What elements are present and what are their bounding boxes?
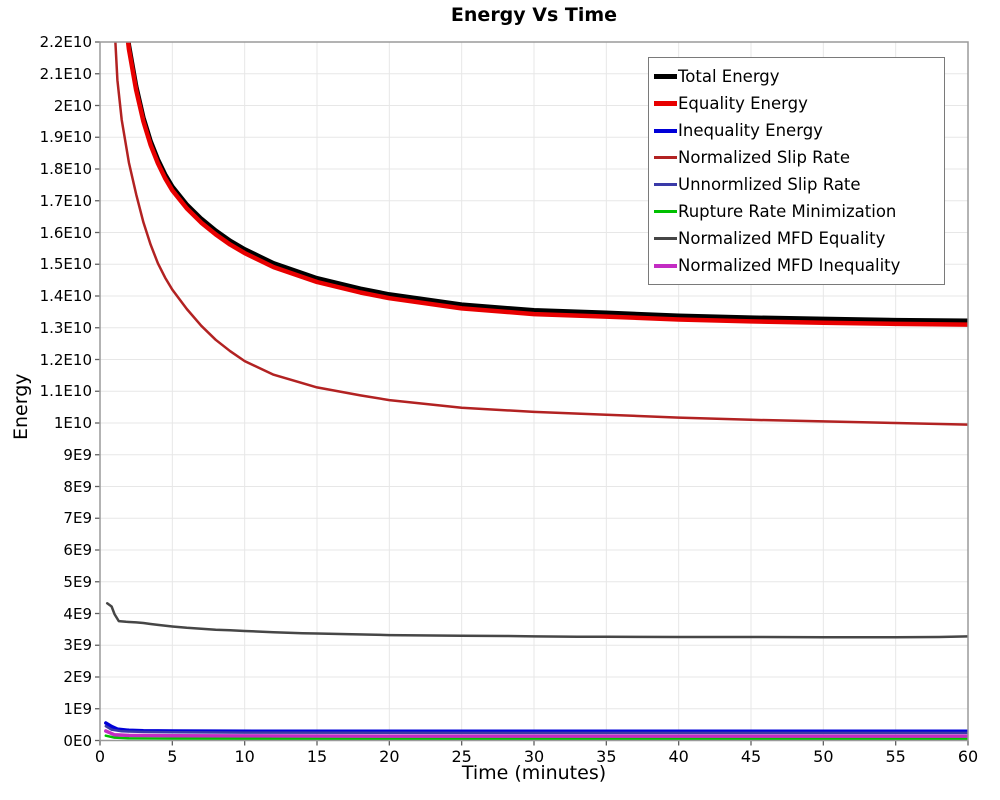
series-lines [104,42,968,741]
x-tick-label: 25 [451,747,472,766]
y-tick-label: 0E0 [63,731,92,750]
y-tick-label: 1.3E10 [39,318,92,337]
legend-label: Normalized Slip Rate [678,148,851,167]
x-tick-label: 0 [94,747,106,766]
legend-label: Rupture Rate Minimization [678,202,897,221]
series-line [104,734,968,741]
y-tick-label: 2.2E10 [39,33,92,51]
y-tick-label: 6E9 [63,541,92,559]
y-tick-label: 1.7E10 [39,191,92,210]
legend-item: Normalized MFD Inequality [654,252,938,279]
y-tick-label: 3E9 [63,636,92,655]
x-tick-label: 60 [957,747,979,766]
y-tick-label: 1.9E10 [39,128,92,147]
x-tick-label: 10 [234,747,255,766]
x-tick-label: 30 [523,747,545,766]
legend-swatch-line [654,128,677,133]
x-tick-label: 55 [885,747,906,766]
x-axis-label: Time (minutes) [461,762,607,784]
series-line [104,724,968,735]
series-line [104,729,968,738]
legend-swatch-line [654,263,677,268]
legend: Total Energy Equality Energy Inequality En… [648,57,945,285]
y-tick-label: 8E9 [63,477,92,496]
chart-title: Energy Vs Time [450,4,618,26]
legend-label: Inequality Energy [678,121,823,140]
legend-swatch-line [654,183,677,186]
x-tick-label: 40 [668,747,689,766]
y-tick-label: 1.5E10 [39,255,92,274]
legend-label: Equality Energy [678,94,808,113]
legend-label: Normalized MFD Equality [678,229,886,248]
legend-item: Unnormlized Slip Rate [654,171,938,198]
legend-item: Total Energy [654,63,938,90]
legend-swatch-line [654,237,677,240]
y-tick-label: 2E10 [53,96,92,115]
y-tick-label: 1.6E10 [39,223,92,242]
y-tick-label: 1E9 [63,699,92,718]
y-tick-label: 9E9 [63,445,92,464]
x-tick-label: 20 [379,747,400,766]
y-tick-label: 4E9 [63,604,92,623]
y-tick-label: 5E9 [63,572,92,591]
legend-label: Unnormlized Slip Rate [678,175,861,194]
legend-label: Total Energy [678,67,780,86]
legend-item: Inequality Energy [654,117,938,144]
legend-item: Equality Energy [654,90,938,117]
series-line [105,602,968,639]
series-line [114,42,968,426]
legend-item: Normalized MFD Equality [654,225,938,252]
legend-item: Normalized Slip Rate [654,144,938,171]
y-tick-label: 1.1E10 [39,382,92,401]
y-tick-label: 1.8E10 [39,160,92,178]
y-tick-label: 7E9 [63,509,92,528]
x-tick-label: 15 [306,747,328,766]
legend-label: Normalized MFD Inequality [678,256,901,275]
y-tick-label: 1.2E10 [39,350,92,369]
y-tick-label: 1.4E10 [39,287,92,305]
legend-swatch-line [654,156,677,159]
legend-swatch-line [654,210,677,213]
x-tick-label: 45 [740,747,762,766]
y-tick-label: 2E9 [63,668,92,686]
x-tick-label: 5 [167,747,178,766]
series-line [104,721,968,734]
x-tick-label: 35 [596,747,617,766]
series-line [125,42,968,327]
legend-swatch-line [654,101,677,106]
x-tick-label: 50 [813,747,834,766]
plot-frame [99,41,969,742]
y-tick-label: 2.1E10 [39,64,92,83]
legend-item: Rupture Rate Minimization [654,198,938,225]
y-tick-label: 1E10 [53,414,92,432]
legend-swatch-line [654,74,677,79]
